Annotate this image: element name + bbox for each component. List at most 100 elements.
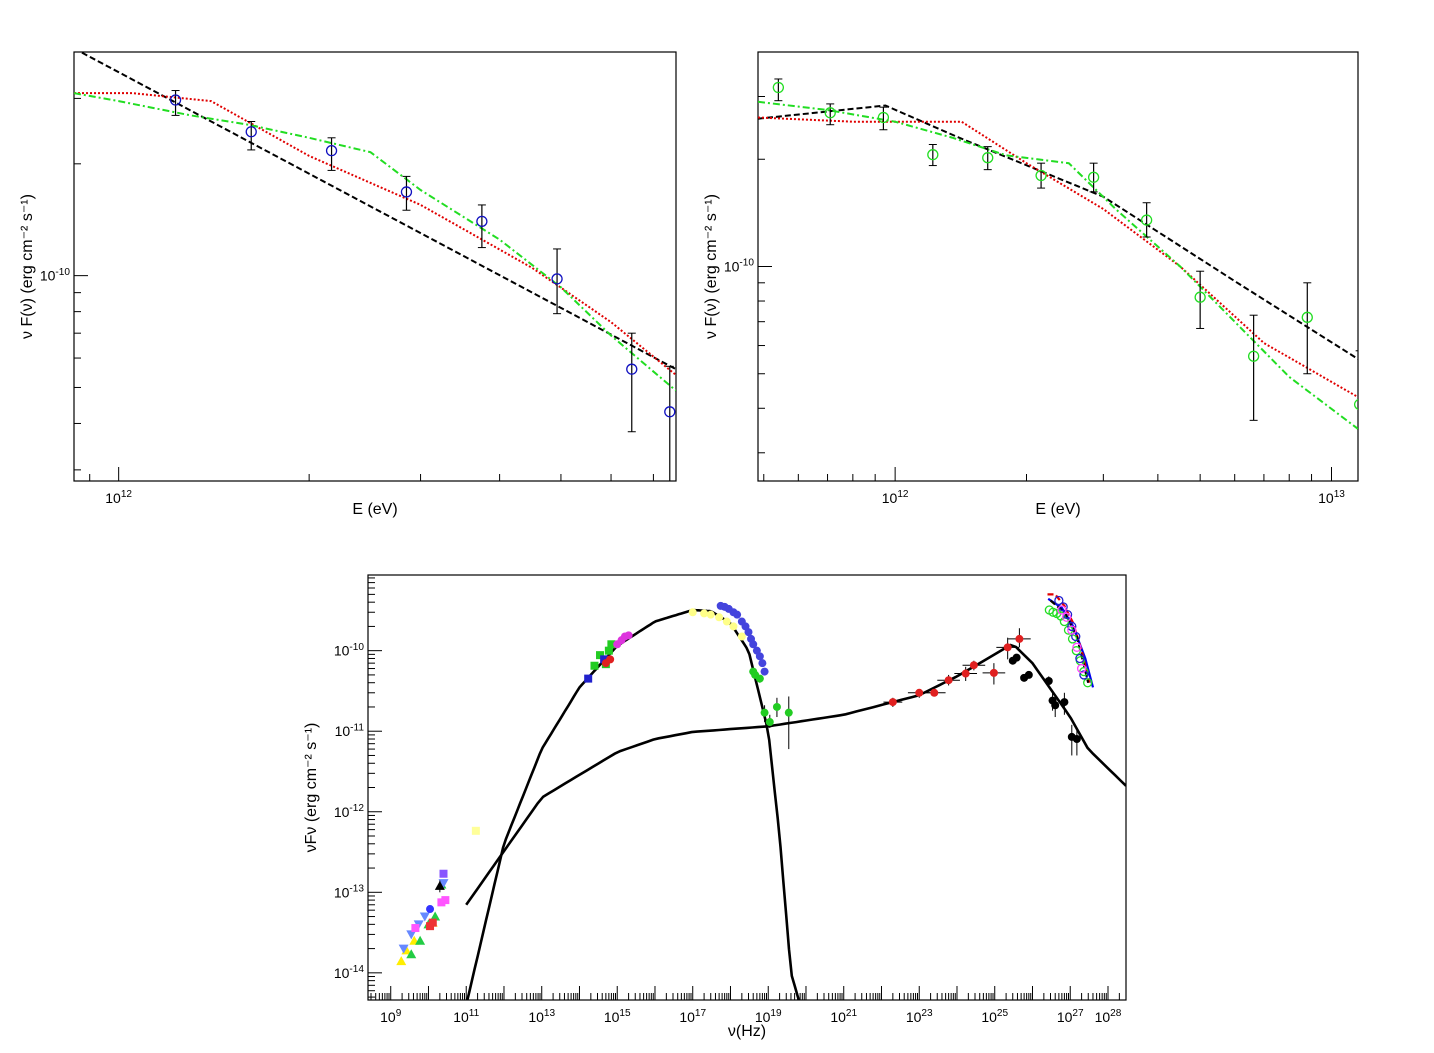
data-point [400,186,413,198]
plot-area [74,52,676,481]
data-point [706,610,715,619]
data-point [700,609,709,618]
y-tick-label: 10-10 [40,267,71,284]
data-point [982,152,994,164]
data-point [428,918,437,927]
x-tick-label: 1025 [981,1008,1008,1025]
y-tick-label: 10-13 [334,883,365,900]
model-curve [465,643,1126,906]
data-point [590,661,599,670]
data-point [1067,625,1077,635]
data-point [930,688,939,697]
data-point [758,659,767,668]
data-point [406,949,417,959]
data-point [824,107,836,119]
data-point [915,688,924,697]
x-tick-label: 1017 [679,1008,706,1025]
data-point [989,668,998,677]
data-point [1061,612,1072,622]
model-curve [466,608,801,1000]
data-point [755,674,764,683]
x-tick-label: 1019 [755,1008,782,1025]
y-tick-label: 10-10 [334,642,365,659]
data-point [1194,291,1206,303]
data-point [1076,663,1087,674]
data-point [441,896,450,905]
x-tick-label: 1015 [604,1008,631,1025]
x-tick-label: 1011 [453,1008,479,1025]
data-point [396,956,407,966]
data-point [1071,646,1081,656]
data-point [1079,670,1089,680]
data-point [434,880,445,890]
data-point [1024,670,1033,679]
data-point [430,911,441,921]
data-point [439,869,448,878]
panel-top-right: 1012 1013 10-10 E (eV) ν F(ν) (erg cm⁻² s⁻¹) [703,51,1359,518]
plot-frame [757,51,1359,482]
data-point [688,608,697,617]
model-curve [758,116,1358,398]
data-point [325,145,338,157]
data-point [607,640,616,649]
data-point [426,905,435,914]
data-point [744,628,753,637]
data-point [169,94,182,106]
data-point [1075,653,1085,664]
y-axis-label: ν F(ν) (erg cm⁻² s⁻¹) [19,194,36,339]
data-point [1012,653,1021,662]
data-point [626,363,638,375]
y-tick-label: 10-14 [334,964,365,981]
data-point [1353,399,1358,410]
data-point [733,610,742,619]
data-point [1072,642,1082,652]
x-tick-label: 1021 [830,1008,857,1025]
data-point [715,613,724,622]
data-point [606,655,615,664]
x-tick-label: 1028 [1095,1008,1122,1025]
plot-frame [73,51,677,482]
data-point [1054,595,1064,606]
model-curve [74,92,676,392]
data-point [1035,169,1047,182]
plot-area [396,593,1126,1000]
x-tick-label: 1013 [528,1008,555,1025]
panel-top-left: 1012 10-10 E (eV) ν F(ν) (erg cm⁻² s⁻¹) [19,51,677,518]
data-point [760,667,769,676]
tev-curve [1049,599,1090,683]
panel-bottom-sed: 109 1011 1013 1015 1017 1019 1021 1023 1025 1027 1… [303,574,1127,1040]
y-tick-label: 10-10 [724,258,755,275]
data-point [760,708,769,717]
model-curve [758,104,1358,360]
data-point [471,826,480,835]
data-point [961,669,970,678]
x-tick-label: 1027 [1057,1008,1084,1025]
data-point [737,632,746,641]
data-point [969,661,978,670]
data-point [1087,171,1100,183]
x-tick-label: 1012 [105,489,132,506]
x-axis-label: ν(Hz) [728,1023,766,1040]
x-axis-label: E (eV) [352,501,397,518]
y-axis-label: ν F(ν) (erg cm⁻² s⁻¹) [703,194,720,339]
model-curve [74,92,676,376]
data-point [245,126,257,138]
data-point [1057,605,1067,615]
data-point [1247,350,1260,362]
y-tick-label: 10-12 [334,803,365,820]
data-point [1015,634,1024,643]
data-point [624,631,633,640]
data-point [438,879,449,889]
data-point [749,640,758,649]
data-point [1083,678,1093,688]
data-point [596,651,605,660]
y-tick-label: 10-11 [335,722,365,739]
data-point [664,406,676,418]
data-point [888,698,897,707]
data-point [1140,214,1153,226]
data-point [1048,607,1058,617]
data-point [877,111,890,124]
data-point [729,622,738,631]
x-tick-label: 1012 [882,489,909,506]
